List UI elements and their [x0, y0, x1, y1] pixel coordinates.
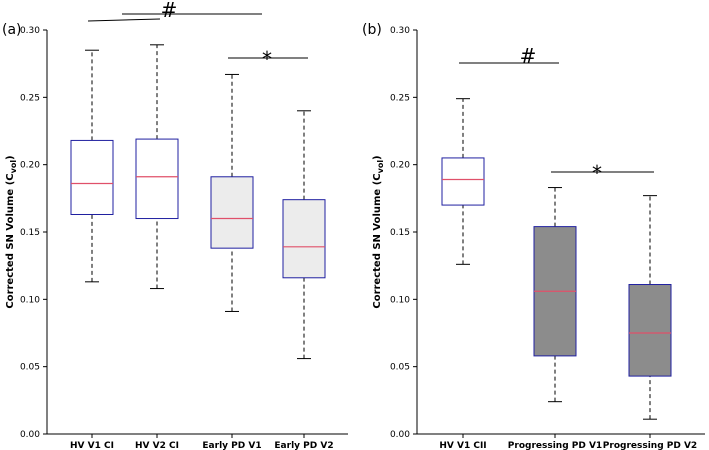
panel-a-y-tick-label: 0.05: [20, 363, 40, 373]
panel-b-y-axis-title-end: ): [372, 155, 383, 160]
panel-b-y-tick-label: 0.15: [390, 228, 410, 238]
panel-b-y-axis-title: Corrected SN Volume (Cvol): [372, 155, 385, 308]
panel-a-box: [135, 138, 179, 220]
panel-a-box: [210, 176, 254, 249]
panel-a-y-tick-label: 0.10: [20, 295, 40, 305]
panel-a-y-tick-label: 0.20: [20, 161, 40, 171]
panel-a-category-label: HV V2 CI: [135, 441, 179, 450]
panel-b-category-label: Progressing PD V2: [603, 441, 697, 450]
panel-b-y-axis-title-sub: vol: [376, 160, 385, 174]
panel-b-y-tick-label: 0.10: [390, 295, 410, 305]
panel-b-y-tick-label: 0.25: [390, 93, 410, 103]
panel-b-y-axis-title-main: Corrected SN Volume (C: [372, 173, 383, 308]
panel-a-significance-hash: #: [161, 0, 178, 22]
panel-a-y-tick-label: 0.15: [20, 228, 40, 238]
panel-a-y-tick-label: 0.25: [20, 93, 40, 103]
panel-b-category-label: HV V1 CII: [439, 441, 486, 450]
panel-a-category-label: Early PD V1: [202, 441, 261, 450]
panel-a-category-label: HV V1 CI: [70, 441, 114, 450]
panel-a-label: (a): [2, 22, 22, 38]
panel-b-significance-hash: #: [520, 44, 537, 68]
panel-a-significance-star: *: [262, 47, 272, 71]
panel-b-y-tick-label: 0.30: [390, 26, 410, 36]
panel-a-y-axis-title-sub: vol: [9, 160, 18, 174]
panel-a-y-tick-label: 0.00: [20, 430, 40, 440]
panel-b-box: [441, 157, 485, 206]
panel-b-label: (b): [362, 22, 382, 38]
panel-a-y-tick-label: 0.30: [20, 26, 40, 36]
panel-a-box: [70, 139, 114, 215]
panel-a-box: [282, 199, 326, 279]
panel-a-sig-bar: [87, 18, 161, 22]
panel-b-significance-star: *: [592, 161, 602, 185]
panel-b-y-tick-label: 0.00: [390, 430, 410, 440]
panel-a-y-axis-title-main: Corrected SN Volume (C: [5, 173, 16, 308]
panel-b-y-tick-label: 0.20: [390, 161, 410, 171]
panel-b-category-label: Progressing PD V1: [508, 441, 602, 450]
panel-a-y-axis-title-end: ): [5, 155, 16, 160]
panel-b-box: [628, 284, 672, 377]
panel-a-category-label: Early PD V2: [274, 441, 333, 450]
panel-a-y-axis-title: Corrected SN Volume (Cvol): [5, 155, 18, 308]
panel-b-y-tick-label: 0.05: [390, 363, 410, 373]
